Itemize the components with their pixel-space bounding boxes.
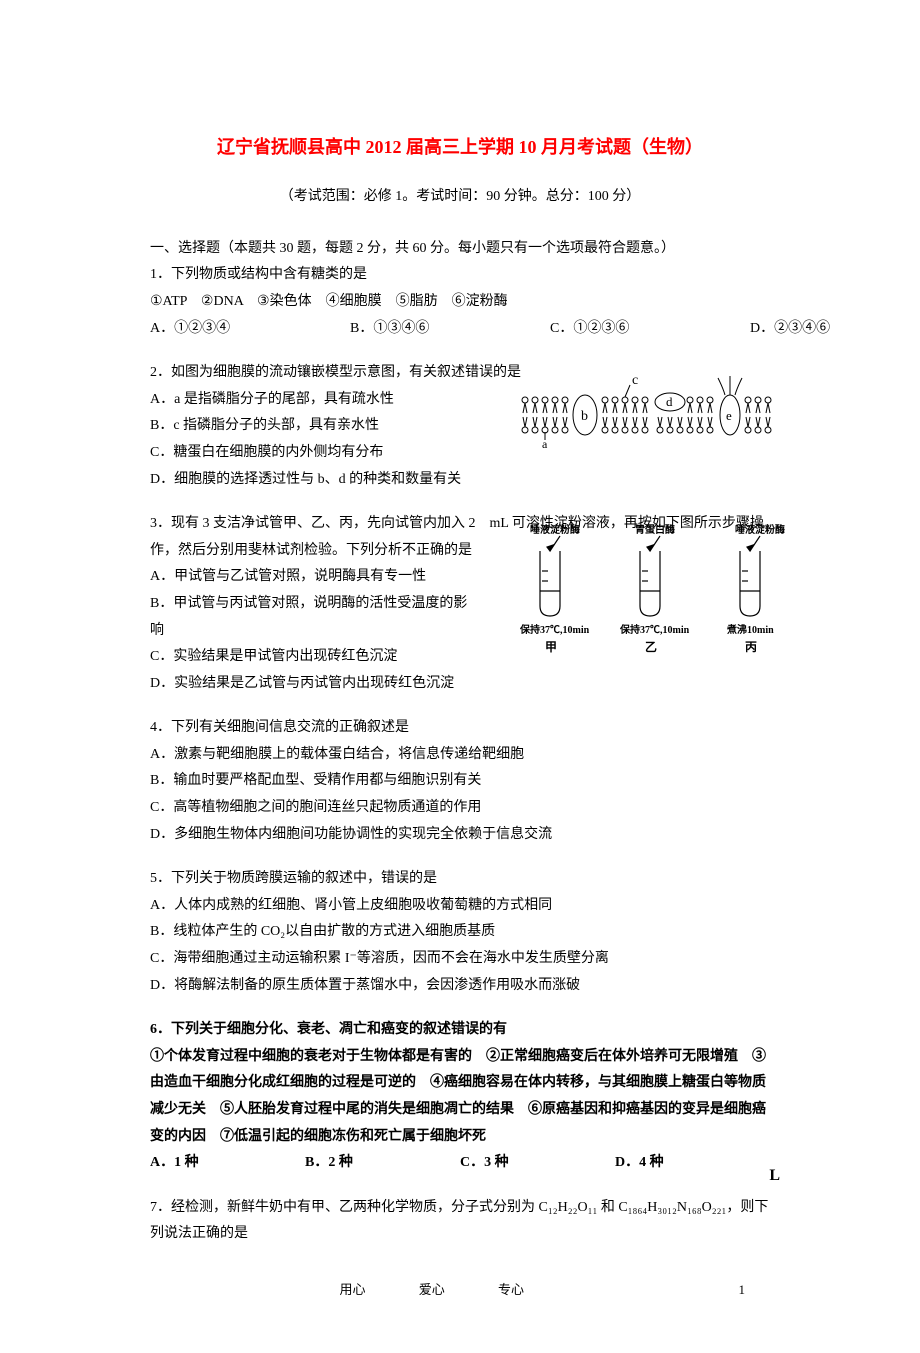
q6-optD: D．4 种 <box>615 1150 770 1177</box>
q5-A: A．人体内成熟的红细胞、肾小管上皮细胞吸收葡萄糖的方式相同 <box>150 893 770 920</box>
membrane-diagram: b c <box>520 370 780 450</box>
q3-B: B．甲试管与丙试管对照，说明酶的活性受温度的影响 <box>150 591 480 644</box>
q4-A: A．激素与靶细胞膜上的载体蛋白结合，将信息传递给靶细胞 <box>150 742 770 769</box>
q7-stem: 7．经检测，新鲜牛奶中有甲、乙两种化学物质，分子式分别为 C₁₂H₂₂O₁₁ 和… <box>150 1195 770 1248</box>
svg-text:保持37℃,10min: 保持37℃,10min <box>619 623 690 636</box>
svg-text:唾液淀粉酶: 唾液淀粉酶 <box>530 523 580 536</box>
q1-optA: A．①②③④ <box>150 316 290 343</box>
marker-l: L <box>769 1161 780 1191</box>
svg-text:丙: 丙 <box>745 640 757 654</box>
question-1: 1．下列物质或结构中含有糖类的是 ①ATP ②DNA ③染色体 ④细胞膜 ⑤脂肪… <box>150 262 770 342</box>
q1-optD: D．②③④⑥ <box>750 316 830 343</box>
q1-items: ①ATP ②DNA ③染色体 ④细胞膜 ⑤脂肪 ⑥淀粉酶 <box>150 289 770 316</box>
svg-text:b: b <box>581 409 588 424</box>
q3-D: D．实验结果是乙试管与丙试管内出现砖红色沉淀 <box>150 671 480 698</box>
question-7: 7．经检测，新鲜牛奶中有甲、乙两种化学物质，分子式分别为 C₁₂H₂₂O₁₁ 和… <box>150 1195 770 1248</box>
q4-B: B．输血时要严格配血型、受精作用都与细胞识别有关 <box>150 768 770 795</box>
q4-D: D．多细胞生物体内细胞间功能协调性的实现完全依赖于信息交流 <box>150 822 770 849</box>
svg-text:c: c <box>632 373 638 388</box>
q6-optB: B．2 种 <box>305 1150 460 1177</box>
page-title: 辽宁省抚顺县高中 2012 届高三上学期 10 月月考试题（生物） <box>150 130 770 164</box>
tube-diagram: 唾液淀粉酶 胃蛋白酶 唾液淀粉酶 <box>520 521 800 661</box>
q6-stem: 6．下列关于细胞分化、衰老、凋亡和癌变的叙述错误的有 <box>150 1017 770 1044</box>
question-3: 3．现有 3 支洁净试管甲、乙、丙，先向试管内加入 2 mL 可溶性淀粉溶液，再… <box>150 511 770 697</box>
svg-text:甲: 甲 <box>545 640 557 654</box>
question-5: 5．下列关于物质跨膜运输的叙述中，错误的是 A．人体内成熟的红细胞、肾小管上皮细… <box>150 866 770 999</box>
footer-c: 专心 <box>498 1282 524 1297</box>
q6-optC: C．3 种 <box>460 1150 615 1177</box>
page-footer: 用心 爱心 专心 1 <box>150 1278 770 1303</box>
svg-text:煮沸10min: 煮沸10min <box>726 623 774 636</box>
question-6: 6．下列关于细胞分化、衰老、凋亡和癌变的叙述错误的有 ①个体发育过程中细胞的衰老… <box>150 1017 770 1177</box>
q6-body: ①个体发育过程中细胞的衰老对于生物体都是有害的 ②正常细胞癌变后在体外培养可无限… <box>150 1044 770 1150</box>
q3-C: C．实验结果是甲试管内出现砖红色沉淀 <box>150 644 480 671</box>
section-heading: 一、选择题（本题共 30 题，每题 2 分，共 60 分。每小题只有一个选项最符… <box>150 236 770 263</box>
exam-subtitle: （考试范围：必修 1。考试时间：90 分钟。总分：100 分） <box>150 184 770 211</box>
question-2: 2．如图为细胞膜的流动镶嵌模型示意图，有关叙述错误的是 A．a 是指磷脂分子的尾… <box>150 360 770 493</box>
q5-C: C．海带细胞通过主动运输积累 I⁻等溶质，因而不会在海水中发生质壁分离 <box>150 946 770 973</box>
q1-optC: C．①②③⑥ <box>550 316 690 343</box>
q1-optB: B．①③④⑥ <box>350 316 490 343</box>
q5-D: D．将酶解法制备的原生质体置于蒸馏水中，会因渗透作用吸水而涨破 <box>150 973 770 1000</box>
svg-text:d: d <box>666 394 673 409</box>
q1-stem: 1．下列物质或结构中含有糖类的是 <box>150 262 770 289</box>
svg-text:乙: 乙 <box>645 640 657 654</box>
footer-b: 爱心 <box>419 1282 445 1297</box>
q3-A: A．甲试管与乙试管对照，说明酶具有专一性 <box>150 564 480 591</box>
footer-a: 用心 <box>339 1282 365 1297</box>
q4-C: C．高等植物细胞之间的胞间连丝只起物质通道的作用 <box>150 795 770 822</box>
svg-text:唾液淀粉酶: 唾液淀粉酶 <box>735 523 785 536</box>
q6-optA: A．1 种 <box>150 1150 305 1177</box>
q5-B: B．线粒体产生的 CO₂以自由扩散的方式进入细胞质基质 <box>150 919 770 946</box>
q2-D: D．细胞膜的选择透过性与 b、d 的种类和数量有关 <box>150 467 770 494</box>
svg-text:a: a <box>542 437 548 450</box>
q4-stem: 4．下列有关细胞间信息交流的正确叙述是 <box>150 715 770 742</box>
svg-text:保持37℃,10min: 保持37℃,10min <box>520 623 590 636</box>
page-number: 1 <box>739 1278 746 1303</box>
q5-stem: 5．下列关于物质跨膜运输的叙述中，错误的是 <box>150 866 770 893</box>
question-4: 4．下列有关细胞间信息交流的正确叙述是 A．激素与靶细胞膜上的载体蛋白结合，将信… <box>150 715 770 848</box>
svg-text:胃蛋白酶: 胃蛋白酶 <box>635 523 675 536</box>
svg-text:e: e <box>726 408 732 423</box>
